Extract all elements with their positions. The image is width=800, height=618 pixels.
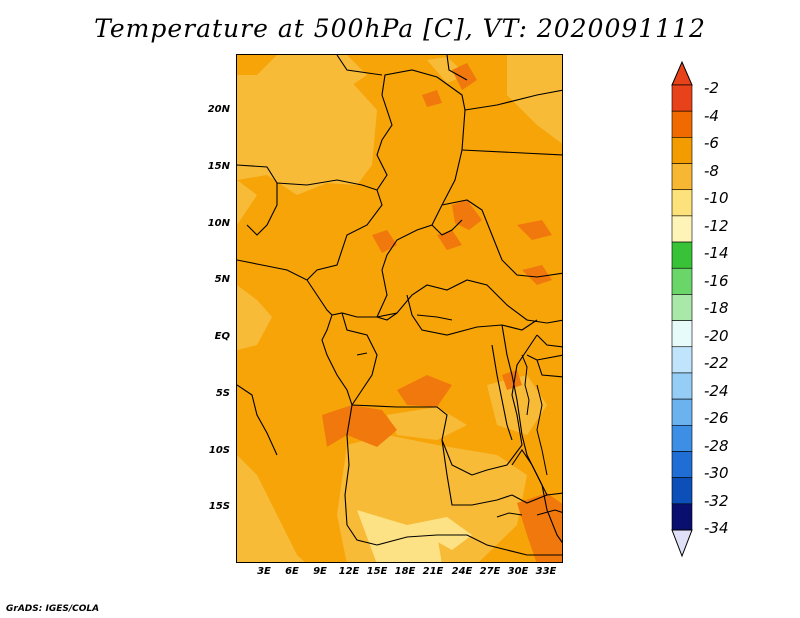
colorbar-bottom-arrow (671, 529, 693, 558)
lon-label-30e: 30E (507, 566, 529, 577)
colorbar-label: -6 (704, 134, 719, 152)
map-title: Temperature at 500hPa [C], VT: 202009111… (94, 14, 706, 43)
map-panel (236, 54, 563, 563)
lat-label-eq: EQ (214, 331, 230, 342)
colorbar-swatch (671, 503, 693, 531)
lon-label-21e: 21E (422, 566, 444, 577)
colorbar-swatch (671, 110, 693, 138)
lat-label-15n: 15N (207, 161, 230, 172)
colorbar-label: -30 (704, 464, 729, 482)
colorbar-label: -24 (704, 382, 729, 400)
lon-label-24e: 24E (451, 566, 473, 577)
colorbar-swatch (671, 215, 693, 243)
lat-label-10n: 10N (207, 218, 230, 229)
lat-label-10s: 10S (208, 445, 230, 456)
colorbar (671, 60, 693, 558)
lon-label-6e: 6E (285, 566, 299, 577)
colorbar-swatch (671, 163, 693, 191)
colorbar-swatch (671, 294, 693, 321)
colorbar-label: -28 (704, 437, 729, 455)
colorbar-swatch (671, 451, 693, 478)
colorbar-top-arrow (671, 60, 693, 86)
lon-label-27e: 27E (479, 566, 501, 577)
colorbar-label: -18 (704, 299, 729, 317)
lat-label-5n: 5N (214, 274, 230, 285)
colorbar-swatch (671, 137, 693, 164)
colorbar-swatch (671, 320, 693, 348)
colorbar-swatch (671, 424, 693, 452)
colorbar-label: -22 (704, 354, 729, 372)
colorbar-label: -14 (704, 244, 729, 262)
colorbar-label: -32 (704, 492, 729, 510)
contour-region-lightest (357, 510, 472, 562)
colorbar-label: -26 (704, 409, 729, 427)
colorbar-label: -10 (704, 189, 729, 207)
colorbar-label: -4 (704, 107, 719, 125)
temperature-map (237, 55, 562, 562)
colorbar-swatch (671, 346, 693, 374)
lon-label-33e: 33E (535, 566, 557, 577)
country-boundaries (237, 55, 562, 556)
colorbar-swatch (671, 189, 693, 217)
colorbar-swatch (671, 84, 693, 112)
colorbar-label: -12 (704, 217, 729, 235)
lon-label-18e: 18E (394, 566, 416, 577)
grads-credit: GrADS: IGES/COLA (6, 604, 100, 614)
lat-label-5s: 5S (215, 388, 230, 399)
lat-label-20n: 20N (207, 104, 230, 115)
colorbar-swatch (671, 477, 693, 505)
lon-label-12e: 12E (338, 566, 360, 577)
colorbar-swatch (671, 398, 693, 426)
lon-label-3e: 3E (257, 566, 271, 577)
inland-lakes (356, 314, 562, 518)
colorbar-swatch (671, 241, 693, 269)
colorbar-label: -20 (704, 327, 729, 345)
lat-label-15s: 15S (208, 501, 230, 512)
lon-label-9e: 9E (313, 566, 327, 577)
colorbar-swatch (671, 372, 693, 400)
colorbar-label: -34 (704, 519, 729, 537)
colorbar-label: -16 (704, 272, 729, 290)
lon-label-15e: 15E (366, 566, 388, 577)
colorbar-label: -2 (704, 79, 719, 97)
contour-region-dark (322, 63, 562, 562)
colorbar-swatch (671, 267, 693, 295)
colorbar-label: -8 (704, 162, 719, 180)
